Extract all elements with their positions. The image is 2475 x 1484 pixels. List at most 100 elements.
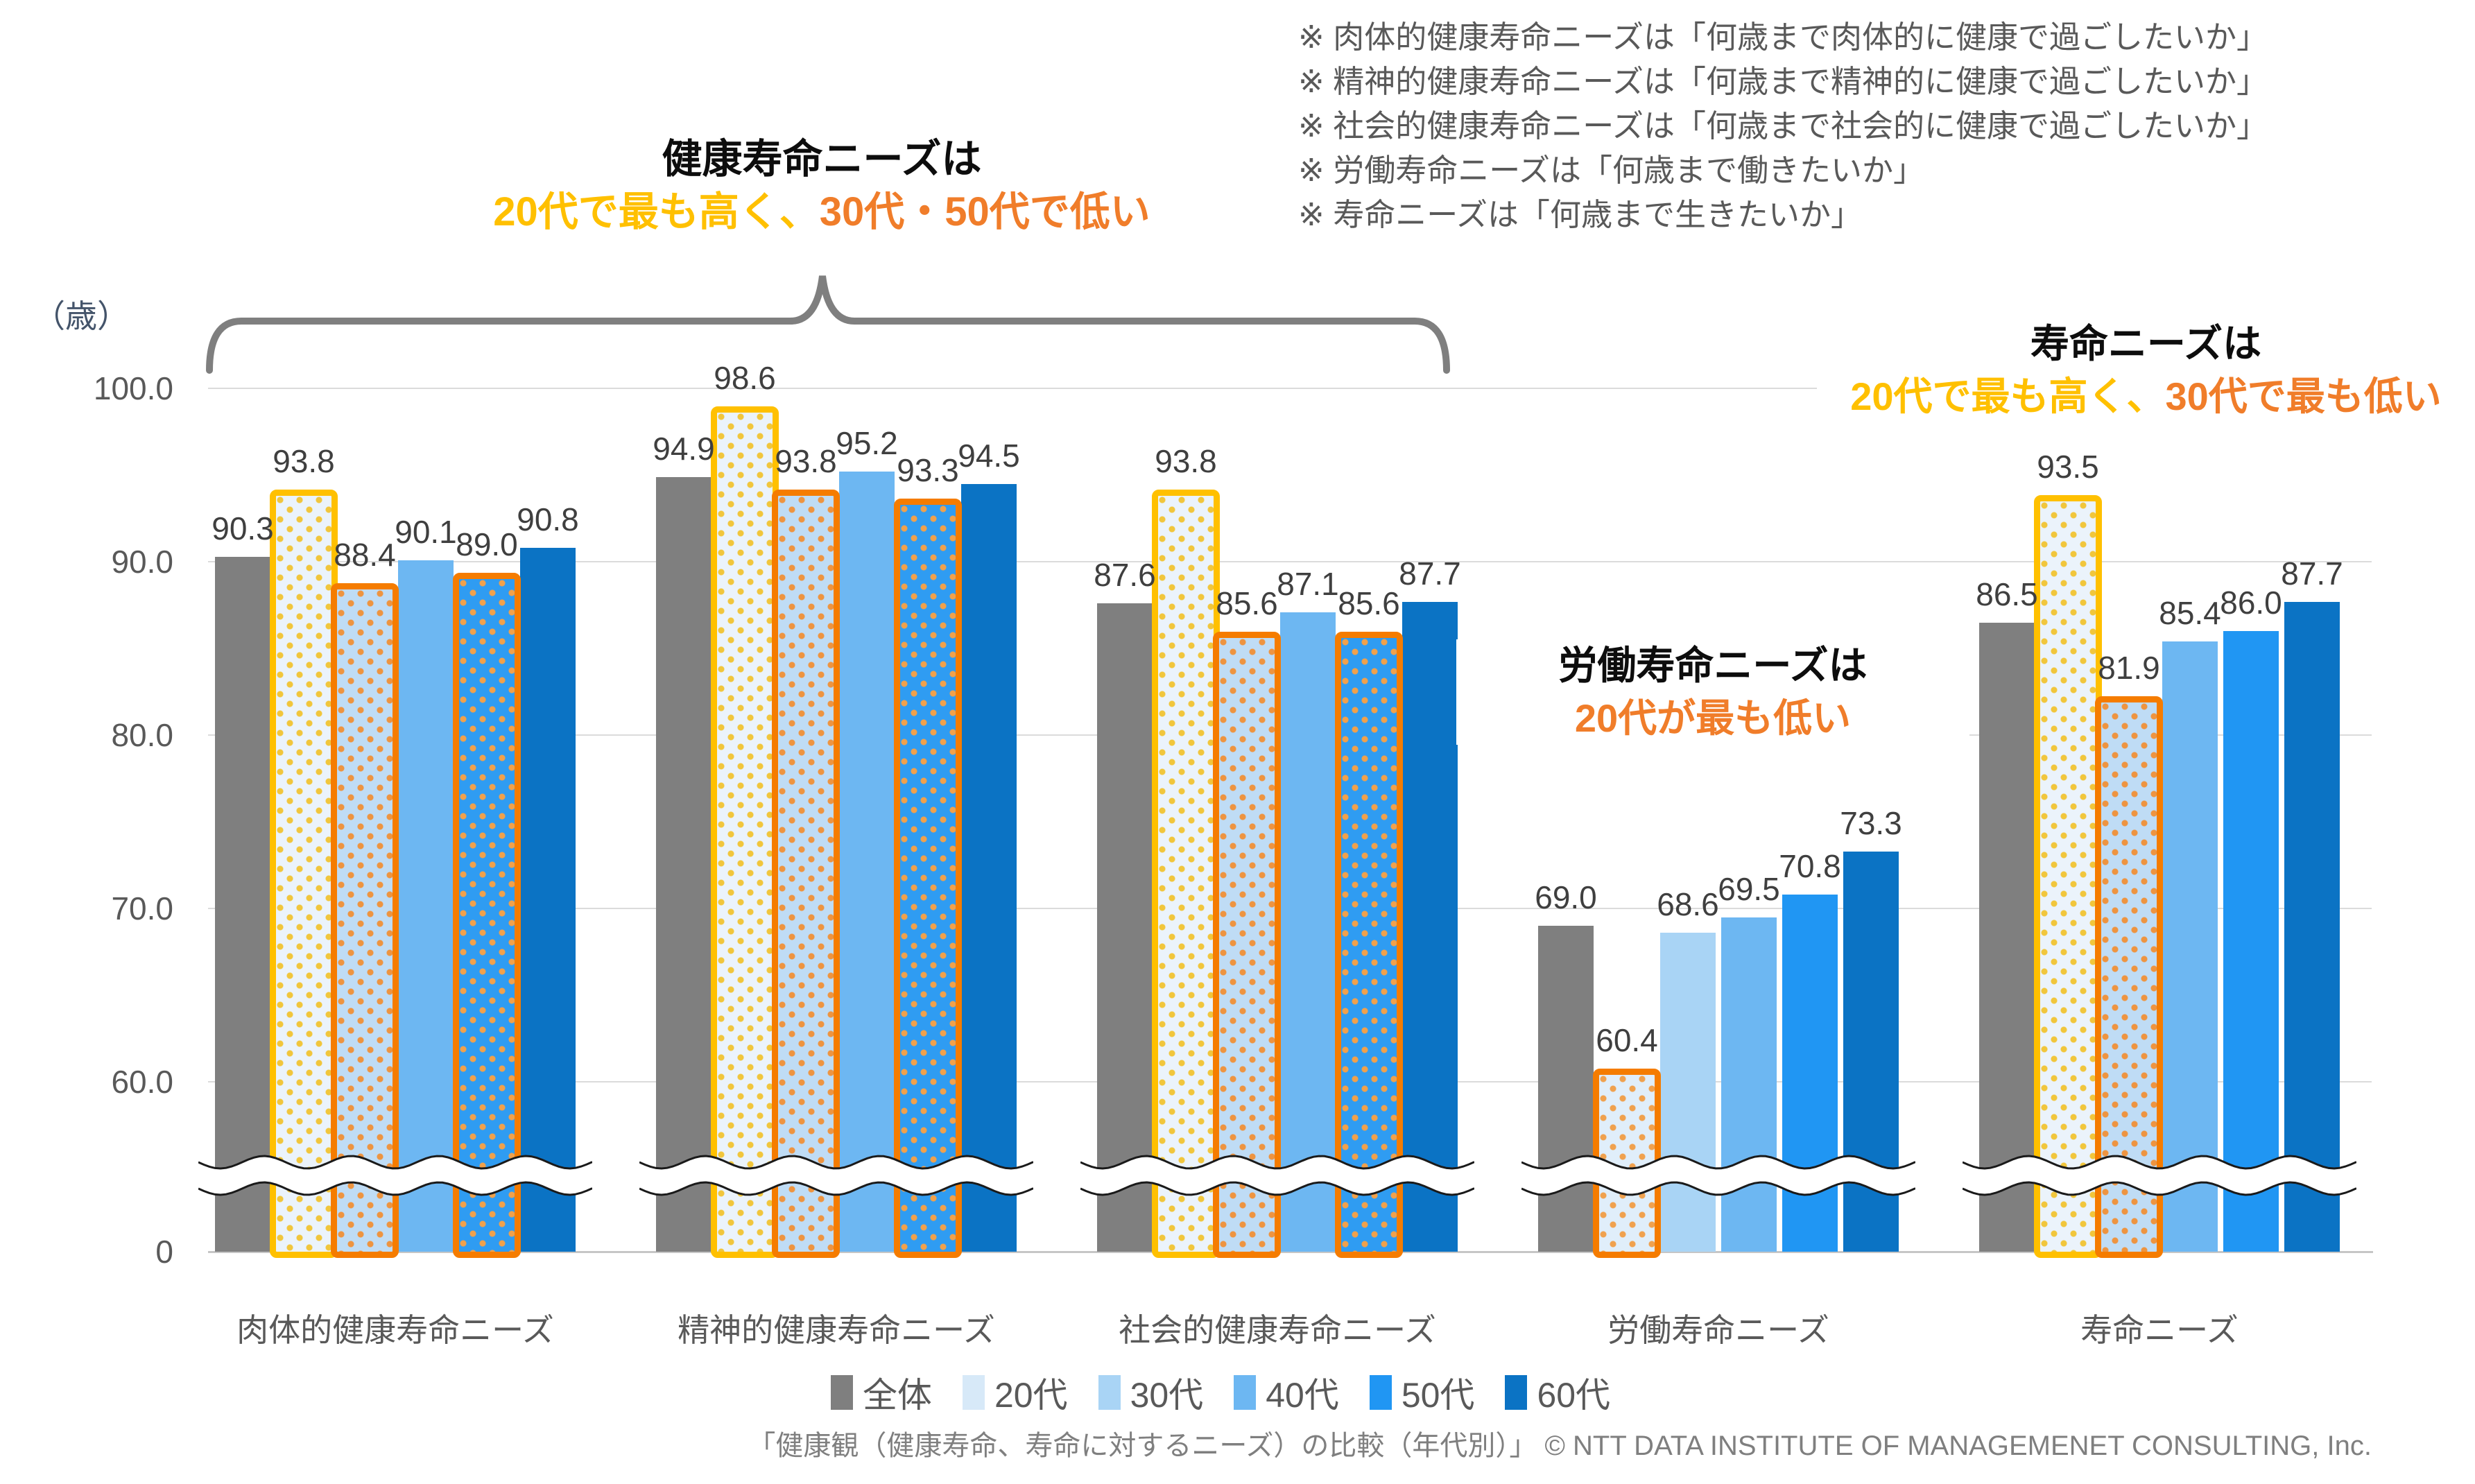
category-label: 精神的健康寿命ニーズ bbox=[678, 1312, 995, 1348]
bar-全体 bbox=[1979, 622, 2035, 1252]
bar-全体 bbox=[215, 556, 270, 1252]
bar-value-label: 86.0 bbox=[2220, 585, 2282, 621]
bar-value-label: 69.5 bbox=[1718, 870, 1780, 907]
bar-highlighted-20代 bbox=[1152, 490, 1220, 1258]
legend-label: 60代 bbox=[1537, 1376, 1611, 1415]
bar-value-label: 93.8 bbox=[1155, 443, 1217, 479]
gridline bbox=[208, 561, 2372, 562]
main-title-highlight-orange: 30代・50代で低い bbox=[819, 189, 1150, 234]
main-title: 健康寿命ニーズは 20代で最も高く、30代・50代で低い bbox=[388, 133, 1255, 239]
bar-highlighted-50代 bbox=[1335, 632, 1403, 1258]
y-axis-unit-label: （歳） bbox=[33, 298, 129, 334]
bar-全体 bbox=[1538, 926, 1594, 1252]
labor-annotation-orange: 20代が最も低い bbox=[1574, 696, 1852, 740]
y-axis-tick-label: 0 bbox=[155, 1234, 173, 1270]
bar-value-label: 90.3 bbox=[212, 510, 274, 546]
footnote-line: ※ 労働寿命ニーズは「何歳まで働きたいか」 bbox=[1298, 153, 1924, 188]
y-axis-tick-label: 90.0 bbox=[111, 544, 173, 580]
bar-highlighted-50代 bbox=[894, 498, 962, 1258]
bar-40代 bbox=[398, 560, 454, 1252]
legend-item-40s: 40代 bbox=[1234, 1367, 1339, 1417]
bar-value-label: 94.5 bbox=[958, 437, 1020, 474]
y-axis-tick-label: 70.0 bbox=[111, 890, 173, 926]
bar-value-label: 94.9 bbox=[653, 430, 715, 467]
legend-label: 30代 bbox=[1130, 1376, 1204, 1415]
bar-40代 bbox=[1280, 612, 1336, 1252]
bar-highlighted-30代 bbox=[1213, 632, 1281, 1258]
bar-value-label: 93.5 bbox=[2037, 448, 2099, 485]
bar-highlighted-20代 bbox=[270, 490, 338, 1258]
bar-value-label: 70.8 bbox=[1779, 848, 1841, 884]
source-caption: 「健康観（健康寿命、寿命に対するニーズ）の比較（年代別）」 © NTT DATA… bbox=[748, 1431, 2372, 1461]
bar-value-label: 90.1 bbox=[395, 513, 457, 550]
lifespan-annotation-yellow: 20代で最も高く、 bbox=[1850, 374, 2166, 418]
bar-highlighted-20代 bbox=[711, 406, 779, 1258]
bar-highlighted-30代 bbox=[331, 583, 399, 1258]
bar-value-label: 85.4 bbox=[2159, 595, 2221, 631]
legend-label: 40代 bbox=[1266, 1376, 1339, 1415]
bar-30代 bbox=[1660, 933, 1716, 1252]
bar-value-label: 86.5 bbox=[1976, 576, 2038, 612]
legend-item-30s: 30代 bbox=[1098, 1367, 1204, 1417]
bar-40代 bbox=[839, 472, 895, 1252]
lifespan-annotation-orange: 30代で最も低い bbox=[2165, 374, 2442, 418]
lifespan-annotation: 寿命ニーズは 20代で最も高く、30代で最も低い bbox=[1817, 318, 2475, 423]
main-title-line1: 健康寿命ニーズは bbox=[662, 137, 982, 182]
bar-value-label: 87.1 bbox=[1277, 565, 1339, 602]
bar-value-label: 98.6 bbox=[714, 360, 776, 396]
bar-value-label: 60.4 bbox=[1596, 1022, 1658, 1058]
legend-item-zentai: 全体 bbox=[830, 1367, 932, 1417]
lifespan-annotation-line1: 寿命ニーズは bbox=[2030, 322, 2262, 365]
bar-全体 bbox=[1097, 603, 1153, 1252]
bar-value-label: 95.2 bbox=[836, 425, 898, 461]
axis-break-wave bbox=[639, 1155, 1033, 1196]
bar-60代 bbox=[1402, 601, 1458, 1252]
legend-swatch bbox=[1098, 1375, 1121, 1410]
bar-value-label: 90.8 bbox=[517, 501, 579, 537]
legend: 全体 20代 30代 40代 50代 60代 bbox=[208, 1367, 2233, 1417]
axis-break-wave bbox=[1080, 1155, 1474, 1196]
bar-value-label: 93.3 bbox=[897, 451, 959, 488]
bar-value-label: 93.8 bbox=[273, 443, 335, 479]
labor-annotation-line1: 労働寿命ニーズは bbox=[1558, 644, 1868, 687]
legend-swatch bbox=[1505, 1375, 1528, 1410]
legend-item-50s: 50代 bbox=[1369, 1367, 1475, 1417]
legend-label: 20代 bbox=[994, 1376, 1068, 1415]
bar-highlighted-50代 bbox=[453, 573, 521, 1258]
y-axis-tick-label: 60.0 bbox=[111, 1064, 173, 1100]
footnote-line: ※ 社会的健康寿命ニーズは「何歳まで社会的に健康で過ごしたいか」 bbox=[1298, 108, 2268, 144]
legend-swatch bbox=[962, 1375, 985, 1410]
category-label: 寿命ニーズ bbox=[2080, 1312, 2239, 1348]
y-axis-tick-label: 100.0 bbox=[93, 370, 173, 406]
axis-break-wave bbox=[1521, 1155, 1915, 1196]
footnote-line: ※ 寿命ニーズは「何歳まで生きたいか」 bbox=[1298, 197, 1862, 232]
bar-value-label: 89.0 bbox=[456, 526, 518, 562]
legend-label: 50代 bbox=[1401, 1376, 1475, 1415]
category-label: 労働寿命ニーズ bbox=[1607, 1312, 1829, 1348]
bar-value-label: 85.6 bbox=[1216, 585, 1278, 621]
y-axis-tick-label: 80.0 bbox=[111, 717, 173, 753]
bar-value-label: 73.3 bbox=[1840, 804, 1902, 841]
legend-swatch bbox=[830, 1375, 853, 1410]
x-axis-baseline bbox=[208, 1251, 2373, 1253]
main-title-highlight-yellow: 20代で最も高く、 bbox=[493, 189, 820, 234]
category-label: 肉体的健康寿命ニーズ bbox=[236, 1312, 554, 1348]
legend-swatch bbox=[1369, 1375, 1392, 1410]
labor-annotation: 労働寿命ニーズは 20代が最も低い bbox=[1456, 639, 1969, 745]
legend-label: 全体 bbox=[862, 1376, 932, 1415]
lifespan-annotation-line2: 20代で最も高く、30代で最も低い bbox=[1817, 370, 2475, 423]
legend-item-20s: 20代 bbox=[962, 1367, 1068, 1417]
bar-value-label: 87.6 bbox=[1094, 557, 1156, 593]
legend-item-60s: 60代 bbox=[1505, 1367, 1610, 1417]
bar-40代 bbox=[1721, 917, 1777, 1252]
axis-break-wave bbox=[1963, 1155, 2356, 1196]
bar-value-label: 87.7 bbox=[2281, 555, 2343, 592]
bar-value-label: 93.8 bbox=[775, 443, 837, 479]
bar-highlighted-30代 bbox=[772, 490, 840, 1258]
main-title-line2: 20代で最も高く、30代・50代で低い bbox=[388, 186, 1255, 239]
bar-60代 bbox=[961, 483, 1017, 1252]
bar-50代 bbox=[2223, 631, 2279, 1252]
bar-value-label: 87.7 bbox=[1399, 555, 1461, 592]
